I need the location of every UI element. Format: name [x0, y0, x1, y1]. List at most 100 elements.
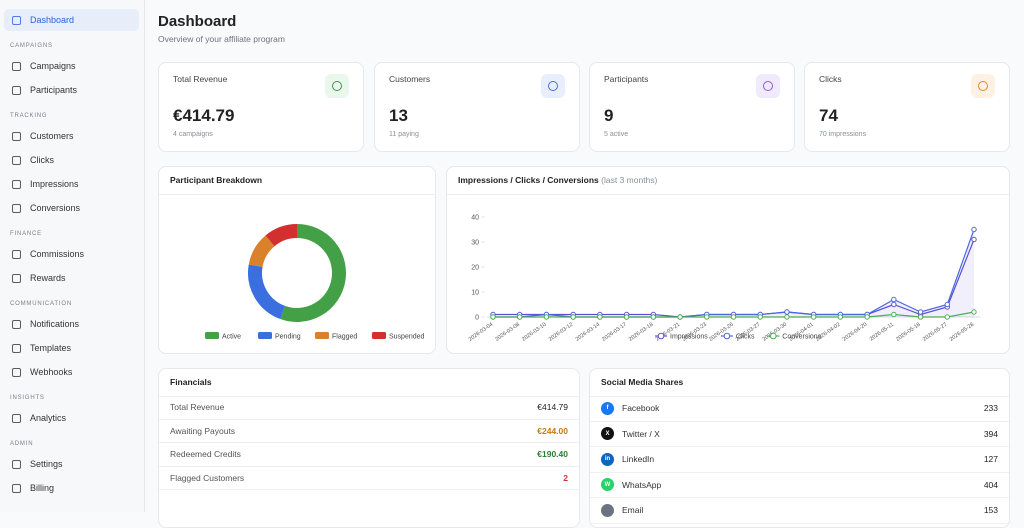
nav-item[interactable]: Dashboard: [4, 9, 139, 31]
stat-value: 9: [604, 106, 614, 125]
social-value: 394: [983, 428, 998, 439]
nav-label: Commissions: [30, 249, 85, 259]
nav-icon: [12, 131, 21, 141]
nav-section-title: FINANCE: [10, 231, 42, 237]
legend-swatch: [372, 332, 386, 339]
point: [517, 314, 523, 320]
donut-segment: [248, 235, 275, 268]
donut-segment: [265, 224, 298, 247]
nav-icon: [12, 413, 21, 423]
point: [757, 314, 763, 320]
card-title: Participant Breakdown: [159, 167, 435, 195]
nav-label: Impressions: [30, 179, 79, 189]
nav-icon: [12, 155, 21, 165]
x-tick-label: 2026-05-18: [895, 322, 921, 343]
page-title: Dashboard: [158, 13, 237, 30]
stat-label: Clicks: [819, 74, 842, 84]
nav-item[interactable]: Campaigns: [4, 55, 139, 77]
legend-marker: [657, 332, 665, 340]
nav-section-title: CAMPAIGNS: [10, 43, 53, 49]
nav-label: Rewards: [30, 273, 66, 283]
nav-item[interactable]: Commissions: [4, 243, 139, 265]
nav-label: Campaigns: [30, 61, 76, 71]
social-name: LinkedIn: [622, 454, 655, 465]
y-tick-label: 0: [475, 315, 479, 322]
card-title: Social Media Shares: [590, 369, 1009, 397]
legend-label: Suspended: [389, 334, 425, 341]
point: [784, 314, 790, 320]
point: [490, 314, 496, 320]
financial-row: Awaiting Payouts €244.00: [159, 420, 579, 443]
nav-icon: [12, 483, 21, 493]
nav-item[interactable]: Notifications: [4, 313, 139, 335]
point: [944, 314, 950, 320]
nav-section-title: ADMIN: [10, 441, 34, 447]
x-tick-label: 2026-03-14: [575, 322, 601, 343]
card-title: Financials: [159, 369, 579, 397]
point: [971, 309, 977, 315]
nav-item[interactable]: Billing: [4, 477, 139, 499]
stat-icon-glyph: [548, 81, 558, 91]
social-value: 153: [983, 505, 998, 516]
legend-swatch: [315, 332, 329, 339]
nav-item[interactable]: Participants: [4, 79, 139, 101]
nav-item[interactable]: Templates: [4, 337, 139, 359]
point: [837, 314, 844, 320]
social-name: WhatsApp: [622, 479, 662, 490]
point: [891, 301, 897, 308]
nav-icon: [12, 319, 21, 329]
nav-item[interactable]: Customers: [4, 125, 139, 147]
social-icon: in: [601, 452, 614, 466]
stat-label: Customers: [389, 74, 431, 84]
stat-card: Participants 9 5 active: [589, 62, 795, 152]
stat-icon: [541, 74, 565, 98]
stat-card: Customers 13 11 paying: [374, 62, 580, 152]
x-tick-label: 2026-04-20: [842, 322, 868, 343]
nav-item[interactable]: Settings: [4, 453, 139, 475]
row-label: Awaiting Payouts: [170, 425, 236, 436]
legend-label: Flagged: [332, 334, 357, 341]
point: [650, 314, 657, 320]
financial-row: Total Revenue €414.79: [159, 396, 579, 420]
social-name: Twitter / X: [622, 428, 660, 439]
nav-item[interactable]: Clicks: [4, 149, 139, 171]
stat-label: Participants: [604, 74, 649, 84]
point: [917, 309, 924, 315]
nav-item[interactable]: Impressions: [4, 173, 139, 195]
point: [704, 314, 710, 320]
stat-value: 13: [389, 106, 408, 125]
nav-label: Dashboard: [30, 15, 75, 25]
nav-item[interactable]: Analytics: [4, 407, 139, 429]
sidebar: Dashboard CAMPAIGNS Campaigns Participants T…: [0, 0, 145, 512]
point: [891, 311, 897, 318]
nav-icon: [12, 61, 21, 71]
nav-label: Analytics: [30, 413, 67, 423]
stat-icon-glyph: [763, 81, 773, 91]
line-card: Impressions / Clicks / Conversions (last…: [446, 166, 1010, 354]
point: [891, 296, 897, 303]
nav-label: Webhooks: [30, 367, 73, 377]
nav-item[interactable]: Conversions: [4, 197, 139, 219]
nav-label: Settings: [30, 459, 63, 469]
social-name: Email: [622, 505, 644, 516]
y-tick-label: 10: [471, 290, 479, 297]
nav-label: Conversions: [30, 203, 81, 213]
row-value: €244.00: [537, 425, 568, 436]
social-row: Email 153: [590, 498, 1009, 524]
nav-item[interactable]: Webhooks: [4, 361, 139, 383]
nav-icon: [12, 15, 21, 25]
stat-value: €414.79: [173, 106, 235, 125]
x-tick-label: 2026-03-17: [601, 322, 627, 343]
x-tick-label: 2026-03-08: [494, 322, 520, 343]
x-tick-label: 2026-05-27: [922, 322, 948, 343]
point: [944, 301, 950, 308]
donut-chart: Active Pending Flagged Suspended: [205, 224, 425, 341]
social-icon: W: [601, 478, 614, 492]
legend-label: Pending: [275, 334, 301, 341]
legend-label: Conversions: [782, 334, 821, 341]
x-tick-label: 2026-03-12: [548, 322, 574, 343]
point: [864, 314, 870, 320]
social-row: X Twitter / X 394: [590, 422, 1009, 447]
nav-item[interactable]: Rewards: [4, 267, 139, 289]
